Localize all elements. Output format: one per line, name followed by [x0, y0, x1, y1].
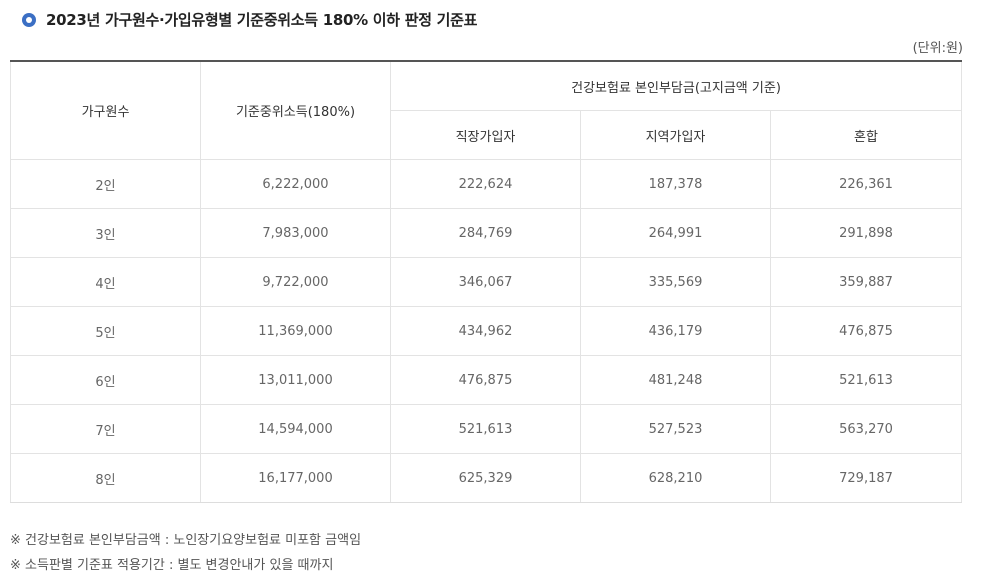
footnote-period: ※ 소득판별 기준표 적용기간 : 별도 변경안내가 있을 때까지: [10, 558, 334, 573]
header-regional: 지역가입자: [580, 110, 771, 160]
cell-regional: 481,248: [580, 355, 771, 405]
cell-mixed: 291,898: [769, 208, 963, 258]
cell-employee: 222,624: [390, 159, 581, 209]
cell-household: 5인: [10, 306, 201, 356]
cell-median-income: 7,983,000: [200, 208, 391, 258]
cell-household: 6인: [10, 355, 201, 405]
footnote-premium: ※ 건강보험료 본인부담금액 : 노인장기요양보험료 미포함 금액임: [10, 533, 362, 548]
cell-mixed: 563,270: [769, 404, 963, 454]
cell-regional: 264,991: [580, 208, 771, 258]
cell-household: 8인: [10, 453, 201, 503]
income-criteria-table: 가구원수 기준중위소득(180%) 건강보험료 본인부담금(고지금액 기준) 직…: [10, 60, 963, 503]
header-median-income: 기준중위소득(180%): [200, 60, 391, 160]
header-household: 가구원수: [10, 60, 201, 160]
circle-bullet-icon: [22, 12, 36, 27]
cell-median-income: 6,222,000: [200, 159, 391, 209]
header-premium-group: 건강보험료 본인부담금(고지금액 기준): [389, 60, 963, 111]
cell-employee: 476,875: [390, 355, 581, 405]
cell-mixed: 359,887: [769, 257, 963, 307]
cell-mixed: 226,361: [769, 159, 963, 209]
cell-household: 7인: [10, 404, 201, 454]
cell-mixed: 476,875: [769, 306, 963, 356]
cell-household: 3인: [10, 208, 201, 258]
title-row: 2023년 가구원수·가입유형별 기준중위소득 180% 이하 판정 기준표: [22, 9, 477, 30]
cell-household: 2인: [10, 159, 201, 209]
table-row: 5인 11,369,000 434,962 436,179 476,875: [10, 306, 963, 356]
cell-regional: 628,210: [580, 453, 771, 503]
cell-median-income: 9,722,000: [200, 257, 391, 307]
cell-regional: 187,378: [580, 159, 771, 209]
cell-employee: 284,769: [390, 208, 581, 258]
table-row: 2인 6,222,000 222,624 187,378 226,361: [10, 159, 963, 209]
header-mixed: 혼합: [769, 110, 963, 160]
cell-median-income: 16,177,000: [200, 453, 391, 503]
cell-regional: 527,523: [580, 404, 771, 454]
table-row: 6인 13,011,000 476,875 481,248 521,613: [10, 355, 963, 405]
cell-employee: 625,329: [390, 453, 581, 503]
cell-employee: 521,613: [390, 404, 581, 454]
table-row: 7인 14,594,000 521,613 527,523 563,270: [10, 404, 963, 454]
cell-mixed: 729,187: [769, 453, 963, 503]
cell-median-income: 14,594,000: [200, 404, 391, 454]
cell-regional: 436,179: [580, 306, 771, 356]
footnotes: ※ 건강보험료 본인부담금액 : 노인장기요양보험료 미포함 금액임 ※ 소득판…: [10, 528, 361, 578]
unit-label: (단위:원): [912, 41, 963, 56]
cell-household: 4인: [10, 257, 201, 307]
cell-employee: 346,067: [390, 257, 581, 307]
cell-mixed: 521,613: [769, 355, 963, 405]
header-employee: 직장가입자: [390, 110, 581, 160]
cell-employee: 434,962: [390, 306, 581, 356]
cell-median-income: 13,011,000: [200, 355, 391, 405]
page-title: 2023년 가구원수·가입유형별 기준중위소득 180% 이하 판정 기준표: [46, 11, 478, 29]
table-row: 4인 9,722,000 346,067 335,569 359,887: [10, 257, 963, 307]
cell-regional: 335,569: [580, 257, 771, 307]
table-row: 8인 16,177,000 625,329 628,210 729,187: [10, 453, 963, 503]
table-row: 3인 7,983,000 284,769 264,991 291,898: [10, 208, 963, 258]
cell-median-income: 11,369,000: [200, 306, 391, 356]
